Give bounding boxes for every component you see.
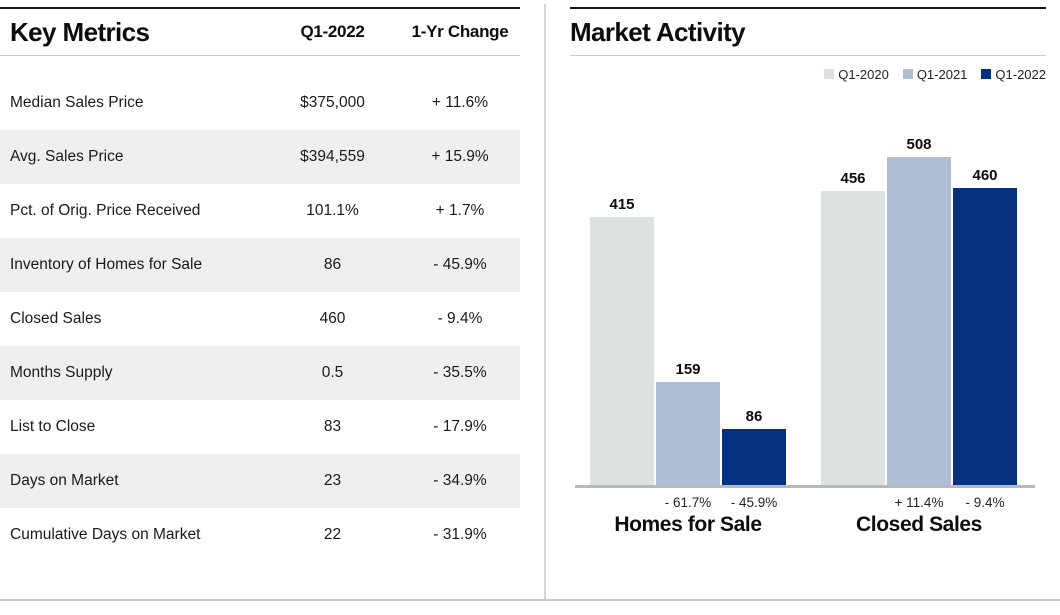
bar-fill bbox=[953, 188, 1017, 485]
metric-label: Avg. Sales Price bbox=[10, 148, 124, 165]
metric-change: + 15.9% bbox=[431, 148, 489, 165]
bar-value-label: 159 bbox=[675, 361, 701, 378]
panel-divider bbox=[544, 4, 546, 600]
bar-value-label: 415 bbox=[609, 196, 635, 213]
bar-q1-2022: 460 bbox=[953, 168, 1017, 485]
metric-change: - 9.4% bbox=[437, 310, 483, 327]
metric-value: $394,559 bbox=[300, 148, 365, 165]
change-group-1: + 11.4% - 9.4% bbox=[821, 495, 1017, 510]
bar-fill bbox=[821, 191, 885, 485]
legend-item: Q1-2021 bbox=[902, 66, 968, 82]
legend-swatch bbox=[824, 69, 835, 79]
bar-value-label: 456 bbox=[840, 170, 866, 187]
key-metrics-title: Key Metrics bbox=[10, 16, 150, 47]
page-bottom-rule bbox=[0, 599, 1060, 601]
key-metrics-header-rule bbox=[0, 55, 520, 56]
market-activity-title: Market Activity bbox=[570, 16, 746, 47]
legend-item: Q1-2022 bbox=[981, 67, 1046, 82]
table-row: Pct. of Orig. Price Received 101.1% + 1.7% bbox=[0, 184, 520, 238]
metric-value: 101.1% bbox=[306, 202, 359, 219]
chart-legend: Q1-2020 Q1-2021 Q1-2022 bbox=[570, 64, 1046, 84]
bar-q1-2022: 86 bbox=[722, 409, 786, 485]
legend-label: Q1-2020 bbox=[838, 66, 889, 82]
table-row: Cumulative Days on Market 22 - 31.9% bbox=[0, 508, 520, 562]
table-row: Months Supply 0.5 - 35.5% bbox=[0, 346, 520, 400]
metric-change: + 1.7% bbox=[435, 202, 485, 219]
market-activity-top-rule bbox=[570, 7, 1046, 9]
category-label: Closed Sales bbox=[856, 513, 982, 536]
bar-fill bbox=[722, 429, 786, 485]
metric-value: 22 bbox=[323, 526, 342, 543]
metric-label: Days on Market bbox=[10, 472, 119, 489]
legend-label: Q1-2022 bbox=[995, 66, 1046, 82]
metric-change: - 31.9% bbox=[433, 526, 487, 543]
bar-group-1: 456 508 460 bbox=[821, 137, 1017, 485]
key-metrics-panel: Key Metrics Q1-2022 1-Yr Change Median S… bbox=[0, 0, 520, 562]
metric-label: Pct. of Orig. Price Received bbox=[10, 202, 201, 219]
change-label bbox=[821, 495, 885, 510]
bar-fill bbox=[656, 382, 720, 485]
metric-change: - 45.9% bbox=[433, 256, 487, 273]
metric-label: Months Supply bbox=[10, 364, 113, 381]
legend-swatch bbox=[981, 69, 992, 79]
x-axis-line bbox=[575, 485, 1035, 488]
legend-label: Q1-2021 bbox=[916, 66, 968, 82]
change-label: - 9.4% bbox=[965, 495, 1005, 510]
market-activity-header-row: Market Activity bbox=[570, 9, 1046, 55]
table-row: Avg. Sales Price $394,559 + 15.9% bbox=[0, 130, 520, 184]
bar-q1-2020: 456 bbox=[821, 171, 885, 485]
metric-value: 83 bbox=[323, 418, 342, 435]
metric-change: + 11.6% bbox=[431, 94, 489, 111]
bar-plot: 415 159 86 456 508 460 bbox=[570, 133, 1046, 485]
bar-q1-2021: 159 bbox=[656, 362, 720, 485]
bar-fill bbox=[590, 217, 654, 485]
legend-swatch bbox=[902, 69, 913, 79]
bar-value-label: 508 bbox=[906, 136, 932, 153]
table-row: List to Close 83 - 17.9% bbox=[0, 400, 520, 454]
metric-label: Median Sales Price bbox=[10, 94, 144, 111]
bar-q1-2021: 508 bbox=[887, 137, 951, 485]
metric-label: Cumulative Days on Market bbox=[10, 526, 201, 543]
key-metrics-header-row: Key Metrics Q1-2022 1-Yr Change bbox=[0, 9, 520, 55]
key-metrics-top-rule bbox=[0, 7, 520, 9]
bar-fill bbox=[887, 157, 951, 485]
metric-change: - 35.5% bbox=[433, 364, 487, 381]
market-activity-header-rule bbox=[570, 55, 1046, 56]
bar-value-label: 460 bbox=[972, 167, 998, 184]
table-row: Closed Sales 460 - 9.4% bbox=[0, 292, 520, 346]
category-label-row: Homes for Sale Closed Sales bbox=[570, 513, 1046, 537]
metric-label: Inventory of Homes for Sale bbox=[10, 256, 203, 273]
metric-value: $375,000 bbox=[300, 94, 365, 111]
change-label-row: - 61.7% - 45.9% + 11.4% - 9.4% bbox=[570, 495, 1046, 510]
table-row: Median Sales Price $375,000 + 11.6% bbox=[0, 76, 520, 130]
market-activity-panel: Market Activity Q1-2020 Q1-2021 Q1-2022 41… bbox=[570, 0, 1046, 537]
table-row: Inventory of Homes for Sale 86 - 45.9% bbox=[0, 238, 520, 292]
key-metrics-rows: Median Sales Price $375,000 + 11.6% Avg. Sa… bbox=[0, 76, 520, 562]
metric-value: 460 bbox=[319, 310, 346, 327]
legend-item: Q1-2020 bbox=[824, 67, 889, 82]
metric-value: 23 bbox=[323, 472, 342, 489]
bar-q1-2020: 415 bbox=[590, 197, 654, 485]
category-label: Homes for Sale bbox=[614, 513, 762, 536]
metric-change: - 17.9% bbox=[433, 418, 487, 435]
bar-group-0: 415 159 86 bbox=[590, 197, 786, 485]
change-label bbox=[590, 495, 654, 510]
change-group-0: - 61.7% - 45.9% bbox=[590, 495, 786, 510]
metric-label: List to Close bbox=[10, 418, 96, 435]
metric-change: - 34.9% bbox=[433, 472, 487, 489]
change-label: + 11.4% bbox=[894, 495, 944, 510]
change-label: - 61.7% bbox=[664, 495, 712, 510]
metric-value: 86 bbox=[323, 256, 342, 273]
change-label: - 45.9% bbox=[730, 495, 778, 510]
column-header-1yr-change: 1-Yr Change bbox=[411, 22, 509, 41]
table-row: Days on Market 23 - 34.9% bbox=[0, 454, 520, 508]
metric-label: Closed Sales bbox=[10, 310, 102, 327]
metric-value: 0.5 bbox=[321, 364, 344, 381]
bar-value-label: 86 bbox=[745, 408, 763, 425]
column-header-q1-2022: Q1-2022 bbox=[300, 22, 365, 41]
